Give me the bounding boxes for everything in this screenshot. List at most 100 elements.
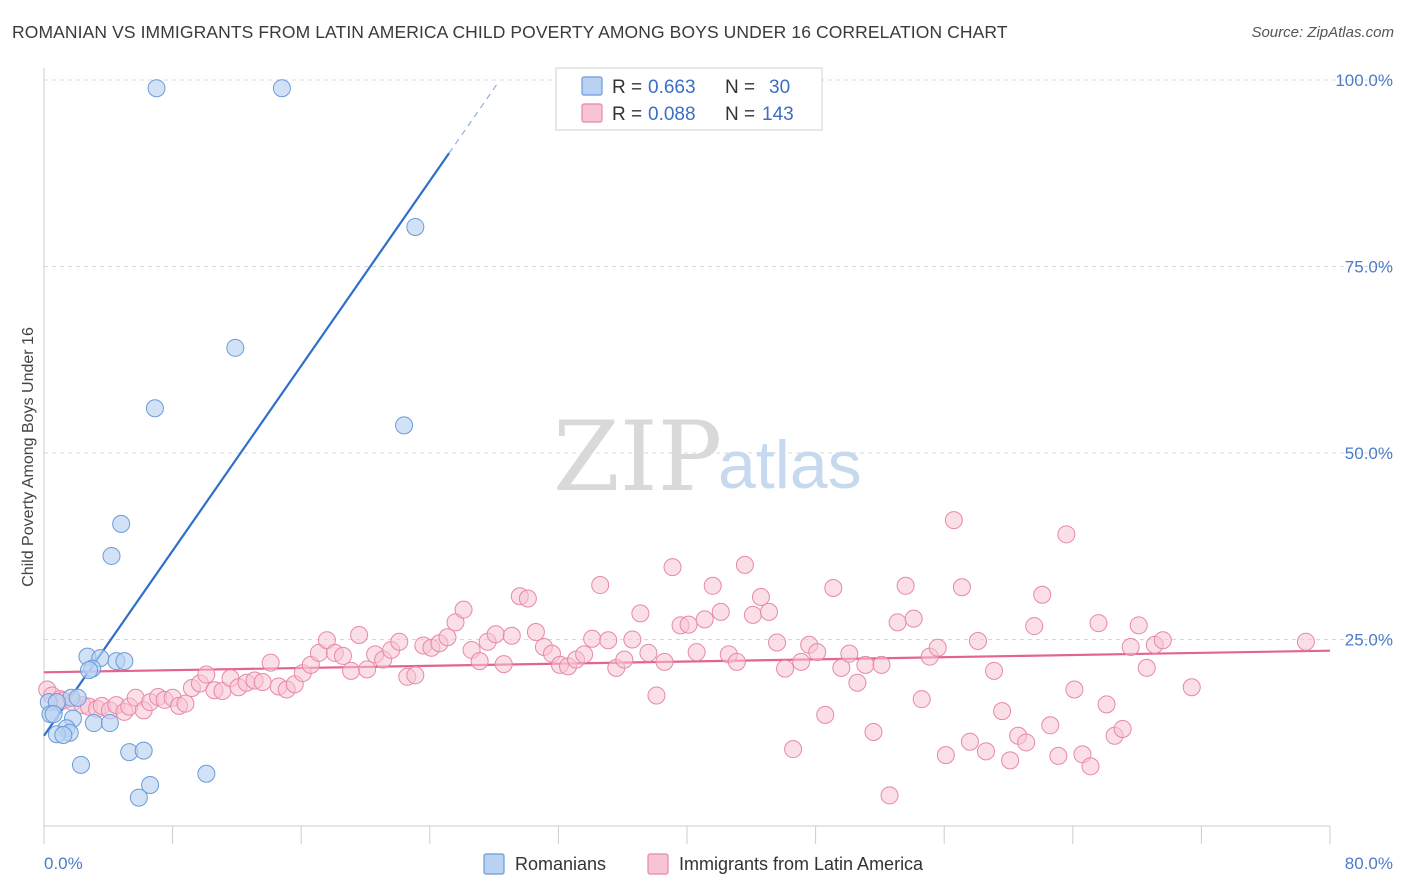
point-latin-america-49	[406, 666, 425, 685]
point-latin-america-125	[1017, 733, 1036, 752]
point-latin-america-90	[735, 555, 754, 574]
point-latin-america-142	[1153, 631, 1172, 650]
watermark-atlas: atlas	[718, 427, 862, 503]
point-latin-america-128	[1041, 716, 1060, 735]
point-latin-america-115	[936, 746, 955, 765]
y-tick-label-0: 25.0%	[1345, 631, 1393, 650]
point-latin-america-99	[808, 643, 827, 662]
legend-n-value-2: 143	[762, 104, 794, 125]
point-romanians-32	[129, 788, 148, 807]
point-latin-america-137	[1113, 720, 1132, 739]
point-romanians-19	[44, 705, 63, 724]
point-latin-america-78	[639, 643, 658, 662]
point-latin-america-42	[350, 626, 369, 645]
point-romanians-11	[115, 652, 134, 671]
point-latin-america-109	[888, 613, 907, 632]
point-latin-america-93	[759, 602, 778, 621]
point-romanians-13	[80, 661, 99, 680]
chart-source: Source: ZipAtlas.com	[1251, 24, 1394, 41]
legend-n-label-2: N =	[725, 104, 755, 125]
point-latin-america-131	[1065, 680, 1084, 699]
point-latin-america-77	[631, 604, 650, 623]
point-latin-america-71	[583, 629, 602, 648]
point-romanians-2	[406, 217, 425, 236]
point-romanians-31	[141, 775, 160, 794]
point-latin-america-116	[944, 511, 963, 530]
legend-swatch-romanians-bottom	[483, 853, 505, 875]
legend-label-romanians: Romanians	[515, 854, 606, 874]
point-romanians-29	[134, 741, 153, 760]
grid-layer	[44, 79, 1392, 640]
point-romanians-5	[395, 416, 414, 435]
point-romanians-30	[197, 764, 216, 783]
point-latin-america-94	[768, 633, 787, 652]
point-romanians-21	[84, 714, 103, 733]
point-latin-america-79	[647, 686, 666, 705]
point-latin-america-81	[663, 558, 682, 577]
point-latin-america-53	[438, 628, 457, 647]
point-latin-america-75	[615, 650, 634, 669]
x-tick-label-max: 80.0%	[1345, 854, 1393, 873]
point-latin-america-96	[784, 740, 803, 759]
point-latin-america-61	[502, 626, 521, 645]
legend-r-label-1: R =	[612, 77, 642, 98]
point-latin-america-114	[928, 638, 947, 657]
point-latin-america-110	[896, 576, 915, 595]
y-axis-label: Child Poverty Among Boys Under 16	[20, 327, 37, 587]
x-tick-label-min: 0.0%	[44, 854, 83, 873]
legend-swatch-latin-america-bottom	[647, 853, 669, 875]
legend-swatch-romanians	[581, 76, 603, 96]
point-latin-america-70	[575, 645, 594, 664]
point-latin-america-43	[358, 660, 377, 679]
legend-n-value-1: 30	[769, 77, 790, 98]
point-romanians-6	[112, 514, 131, 533]
point-romanians-7	[102, 546, 121, 565]
point-latin-america-92	[751, 587, 770, 606]
legend-r-label-2: R =	[612, 104, 642, 125]
trend-layer	[43, 83, 1331, 737]
trendline-latin-america	[43, 649, 1331, 674]
point-latin-america-55	[454, 600, 473, 619]
point-latin-america-101	[824, 579, 843, 598]
point-latin-america-40	[333, 646, 352, 665]
point-latin-america-38	[317, 631, 336, 650]
point-romanians-15	[68, 688, 87, 707]
point-latin-america-100	[816, 705, 835, 724]
point-romanians-22	[100, 714, 119, 733]
point-latin-america-122	[993, 702, 1012, 721]
point-latin-america-91	[743, 605, 762, 624]
point-latin-america-112	[912, 690, 931, 709]
trendline-romanians-extension	[448, 83, 498, 154]
point-latin-america-84	[687, 643, 706, 662]
legend-n-label-1: N =	[725, 77, 755, 98]
point-romanians-26	[54, 725, 73, 744]
point-latin-america-41	[342, 661, 361, 680]
point-latin-america-97	[792, 652, 811, 671]
point-latin-america-54	[446, 613, 465, 632]
point-latin-america-86	[703, 576, 722, 595]
point-latin-america-87	[711, 602, 730, 621]
point-latin-america-134	[1089, 614, 1108, 633]
series-legend: Romanians Immigrants from Latin America	[483, 853, 924, 875]
point-latin-america-127	[1033, 585, 1052, 604]
point-romanians-1	[272, 79, 291, 98]
point-latin-america-117	[952, 578, 971, 597]
legend-r-value-1: 0.663	[648, 77, 696, 98]
trendline-romanians	[43, 152, 450, 737]
point-latin-america-72	[591, 576, 610, 595]
point-latin-america-31	[261, 653, 280, 672]
point-latin-america-121	[985, 661, 1004, 680]
point-latin-america-103	[840, 644, 859, 663]
point-latin-america-143	[1182, 678, 1201, 697]
point-latin-america-20	[176, 694, 195, 713]
point-latin-america-140	[1137, 658, 1156, 677]
point-latin-america-138	[1121, 637, 1140, 656]
point-latin-america-47	[390, 632, 409, 651]
point-romanians-3	[226, 338, 245, 357]
point-latin-america-135	[1097, 695, 1116, 714]
point-latin-america-126	[1025, 617, 1044, 636]
series-latin-america-points	[38, 511, 1315, 805]
point-latin-america-130	[1057, 525, 1076, 544]
point-latin-america-85	[695, 610, 714, 629]
